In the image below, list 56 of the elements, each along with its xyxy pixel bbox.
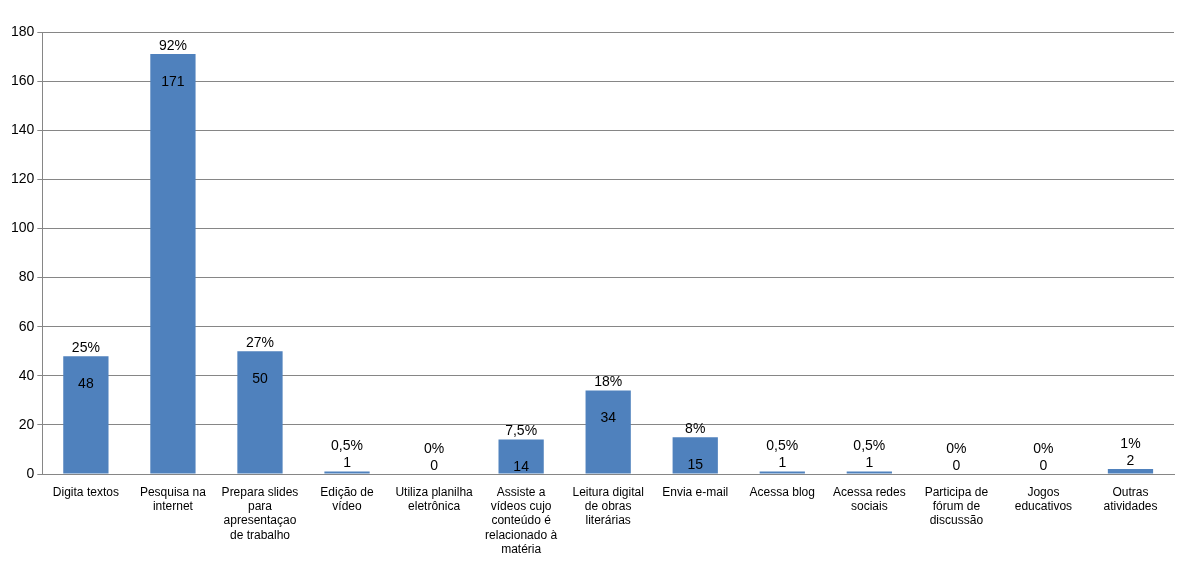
data-label: 14 — [513, 458, 530, 475]
bar — [1107, 469, 1154, 474]
annotation: 0,5% — [331, 437, 363, 454]
y-tick-label: 100 — [11, 219, 35, 236]
x-tick-label: Envia e-mail — [662, 484, 729, 499]
x-tick-label: Digita textos — [52, 484, 119, 499]
x-tick-label: Leitura digital de obras literárias — [572, 484, 644, 528]
data-label: 1 — [343, 454, 352, 471]
x-tick-label: Acessa blog — [749, 484, 815, 499]
y-tick-label: 40 — [18, 366, 35, 383]
x-tick-label: Assiste a vídeos cujo conteúdo é relacionado à matéria — [485, 484, 558, 557]
x-tick-label: Utiliza planilha eletrônica — [395, 484, 474, 513]
bar — [672, 437, 718, 474]
y-tick-label: 160 — [11, 71, 35, 88]
x-tick-label: Prepara slides para apresentaçao de trabalho — [221, 484, 299, 542]
data-label: 0 — [952, 456, 961, 473]
data-label: 34 — [600, 409, 617, 426]
x-tick-label: Outras atividades — [1103, 484, 1158, 513]
annotation: 27% — [245, 334, 274, 351]
annotation: 25% — [71, 338, 100, 355]
data-label: 1 — [778, 454, 787, 471]
y-tick-label: 20 — [18, 415, 35, 432]
data-label: 0 — [430, 456, 439, 473]
bar — [498, 439, 544, 474]
data-label: 48 — [78, 374, 94, 391]
y-tick-label: 140 — [11, 121, 35, 138]
x-tick-label: Acessa redes sociais — [832, 484, 906, 513]
y-tick-label: 80 — [18, 268, 35, 285]
bar — [63, 356, 109, 474]
y-tick-label: 0 — [26, 464, 35, 481]
data-label: 171 — [161, 72, 185, 89]
data-label: 1 — [865, 454, 874, 471]
annotation: 1% — [1120, 434, 1141, 451]
y-tick-label: 180 — [11, 22, 35, 39]
bar — [585, 390, 631, 474]
bar — [237, 351, 283, 474]
annotation: 92% — [158, 36, 187, 53]
annotation: 0% — [1033, 439, 1054, 456]
bar — [150, 54, 196, 474]
annotation: 0,5% — [853, 437, 886, 454]
data-label: 50 — [252, 370, 268, 387]
x-tick-label: Pesquisa na internet — [139, 484, 207, 513]
annotation: 0% — [946, 439, 967, 456]
annotation: 0,5% — [766, 437, 799, 454]
annotation: 0% — [423, 439, 445, 456]
annotation: 8% — [685, 420, 706, 437]
annotation: 18% — [594, 373, 623, 390]
x-tick-label: Jogos educativos — [1014, 484, 1073, 513]
data-label: 2 — [1126, 451, 1135, 468]
data-label: 0 — [1039, 456, 1048, 473]
y-tick-label: 120 — [11, 170, 35, 187]
x-tick-label: Edição de vídeo — [320, 484, 375, 513]
annotation: 7,5% — [505, 422, 538, 439]
y-tick-label: 60 — [18, 317, 35, 334]
data-label: 15 — [687, 456, 704, 473]
x-tick-label: Participa de fórum de discussão — [924, 484, 989, 528]
